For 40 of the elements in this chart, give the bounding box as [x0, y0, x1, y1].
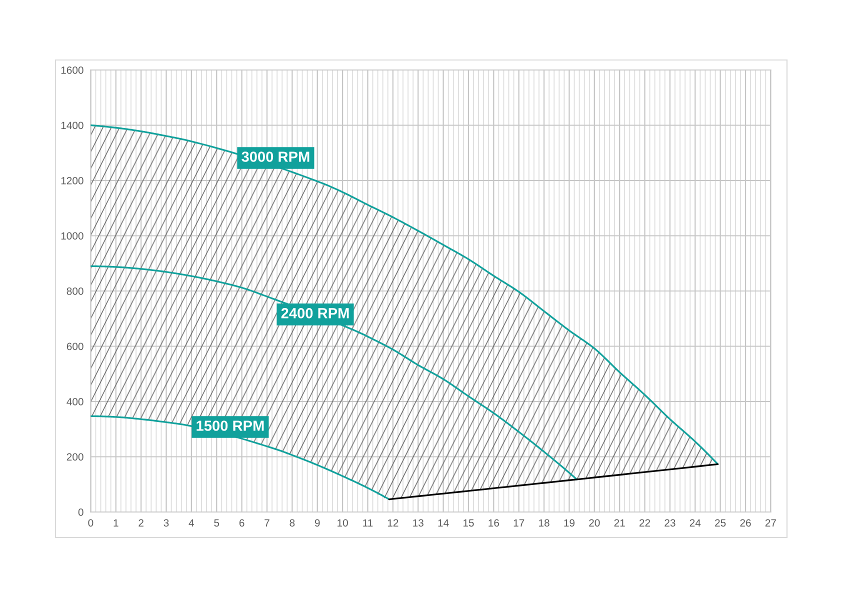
y-tick-label: 1000 [61, 232, 84, 240]
x-tick-label: 6 [239, 519, 244, 527]
x-tick-label: 8 [290, 519, 295, 527]
y-tick-label: 1400 [61, 122, 84, 130]
x-tick-label: 3 [164, 519, 169, 527]
x-tick-label: 17 [514, 519, 524, 526]
x-tick-label: 0 [88, 519, 94, 527]
x-tick-label: 2 [138, 519, 144, 526]
x-tick-label: 10 [338, 519, 348, 527]
x-tick-label: 9 [314, 519, 320, 527]
x-tick-label: 23 [664, 519, 676, 527]
series-label: 1500 RPM [196, 420, 264, 431]
series-label: 3000 RPM [242, 152, 310, 162]
x-tick-label: 4 [188, 519, 194, 526]
x-tick-label: 27 [765, 519, 776, 526]
x-tick-label: 14 [438, 519, 449, 526]
x-tick-label: 24 [690, 519, 701, 526]
x-tick-label: 11 [363, 519, 373, 526]
y-tick-label: 0 [78, 508, 84, 516]
x-tick-label: 13 [413, 519, 424, 527]
series-label: 2400 RPM [281, 308, 349, 318]
x-tick-label: 19 [564, 519, 575, 527]
y-tick-label: 400 [66, 398, 84, 406]
x-tick-label: 1 [114, 519, 118, 526]
y-tick-label: 200 [66, 453, 84, 461]
x-tick-label: 21 [614, 519, 625, 526]
x-tick-label: 25 [715, 519, 726, 527]
x-tick-label: 18 [539, 519, 550, 527]
x-tick-label: 12 [388, 519, 398, 526]
y-tick-label: 1200 [61, 177, 84, 184]
x-tick-label: 7 [264, 519, 270, 526]
x-tick-label: 5 [214, 519, 220, 527]
x-tick-label: 20 [589, 519, 600, 527]
x-tick-label: 26 [740, 519, 751, 527]
x-tick-label: 16 [488, 519, 499, 527]
y-tick-label: 800 [66, 288, 84, 295]
x-tick-label: 15 [463, 519, 474, 527]
x-tick-label: 22 [640, 519, 650, 526]
y-tick-label: 600 [66, 342, 84, 350]
y-tick-label: 1600 [61, 66, 84, 74]
